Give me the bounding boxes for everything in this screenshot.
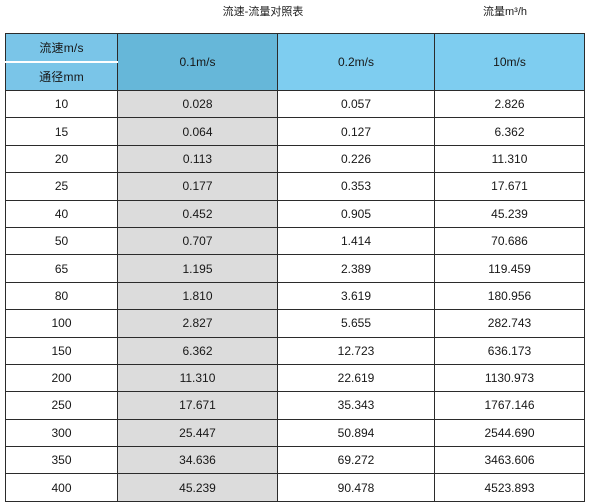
header-corner-velocity: 流速m/s — [5, 33, 118, 63]
cell-flow-2: 70.686 — [434, 226, 585, 256]
cell-flow-1: 1.414 — [277, 226, 435, 256]
table-row: 350 34.636 69.272 3463.606 — [5, 446, 585, 475]
cell-flow-0: 0.028 — [117, 89, 278, 119]
table-row: 200 11.310 22.619 1130.973 — [5, 363, 585, 393]
cell-flow-1: 90.478 — [277, 473, 435, 502]
cell-flow-2: 180.956 — [434, 281, 585, 311]
cell-diameter: 50 — [5, 226, 118, 256]
header-speed-2[interactable]: 10m/s — [434, 33, 585, 91]
cell-diameter: 80 — [5, 281, 118, 311]
header-row-top: 流速m/s 0.1m/s 0.2m/s 10m/s — [5, 33, 585, 91]
table-row: 80 1.810 3.619 180.956 — [5, 281, 585, 311]
table-row: 40 0.452 0.905 45.239 — [5, 199, 585, 228]
cell-flow-2: 1767.146 — [434, 391, 585, 420]
cell-diameter: 20 — [5, 144, 118, 174]
flow-table-body: 流速m/s 0.1m/s 0.2m/s 10m/s 通径mm — [5, 33, 585, 502]
table-row: 10 0.028 0.057 2.826 — [5, 89, 585, 119]
header-speed-1[interactable]: 0.2m/s — [277, 33, 435, 91]
cell-diameter: 100 — [5, 309, 118, 338]
header-row-bottom: 通径mm — [5, 61, 585, 91]
cell-flow-0: 0.064 — [117, 117, 278, 146]
cell-flow-2: 4523.893 — [434, 473, 585, 502]
cell-flow-2: 119.459 — [434, 254, 585, 283]
cell-flow-2: 2544.690 — [434, 418, 585, 448]
cell-flow-0: 45.239 — [117, 473, 278, 502]
cell-flow-1: 2.389 — [277, 254, 435, 283]
cell-flow-0: 11.310 — [117, 363, 278, 393]
cell-flow-0: 0.177 — [117, 172, 278, 201]
cell-flow-1: 0.905 — [277, 199, 435, 228]
cell-flow-0: 0.707 — [117, 226, 278, 256]
cell-flow-0: 34.636 — [117, 446, 278, 475]
header-speed-0[interactable]: 0.1m/s — [117, 33, 278, 91]
table-row: 150 6.362 12.723 636.173 — [5, 336, 585, 365]
caption-strip: 流速-流量对照表 流量m³/h — [0, 0, 600, 32]
cell-flow-2: 2.826 — [434, 89, 585, 119]
cell-flow-0: 2.827 — [117, 309, 278, 338]
cell-flow-1: 0.057 — [277, 89, 435, 119]
table-row: 65 1.195 2.389 119.459 — [5, 254, 585, 283]
cell-flow-2: 1130.973 — [434, 363, 585, 393]
cell-flow-0: 17.671 — [117, 391, 278, 420]
cell-diameter: 250 — [5, 391, 118, 420]
table-row: 400 45.239 90.478 4523.893 — [5, 473, 585, 502]
table-row: 300 25.447 50.894 2544.690 — [5, 418, 585, 448]
cell-diameter: 65 — [5, 254, 118, 283]
cell-flow-1: 3.619 — [277, 281, 435, 311]
cell-flow-2: 17.671 — [434, 172, 585, 201]
cell-diameter: 200 — [5, 363, 118, 393]
cell-flow-1: 35.343 — [277, 391, 435, 420]
cell-flow-2: 45.239 — [434, 199, 585, 228]
table-row: 25 0.177 0.353 17.671 — [5, 172, 585, 201]
cell-flow-1: 5.655 — [277, 309, 435, 338]
cell-diameter: 400 — [5, 473, 118, 502]
cell-flow-0: 6.362 — [117, 336, 278, 365]
header-corner-diameter-label: 通径mm — [39, 70, 84, 84]
cell-diameter: 350 — [5, 446, 118, 475]
cell-flow-1: 22.619 — [277, 363, 435, 393]
cell-flow-1: 0.226 — [277, 144, 435, 174]
cell-diameter: 25 — [5, 172, 118, 201]
table-row: 15 0.064 0.127 6.362 — [5, 117, 585, 146]
flow-unit-label: 流量m³/h — [483, 6, 527, 18]
cell-flow-2: 636.173 — [434, 336, 585, 365]
page-title: 流速-流量对照表 — [222, 6, 304, 18]
table-row: 50 0.707 1.414 70.686 — [5, 226, 585, 256]
cell-diameter: 150 — [5, 336, 118, 365]
cell-flow-2: 6.362 — [434, 117, 585, 146]
cell-flow-2: 282.743 — [434, 309, 585, 338]
cell-flow-0: 0.113 — [117, 144, 278, 174]
cell-diameter: 300 — [5, 418, 118, 448]
cell-flow-0: 1.195 — [117, 254, 278, 283]
header-speed-2-label: 10m/s — [493, 55, 526, 69]
flow-table-container: 流速m/s 0.1m/s 0.2m/s 10m/s 通径mm — [5, 33, 585, 502]
cell-flow-1: 12.723 — [277, 336, 435, 365]
cell-flow-1: 0.127 — [277, 117, 435, 146]
cell-flow-1: 0.353 — [277, 172, 435, 201]
header-corner-velocity-label: 流速m/s — [39, 41, 84, 55]
cell-diameter: 15 — [5, 117, 118, 146]
cell-diameter: 40 — [5, 199, 118, 228]
flow-rate-table: 流速m/s 0.1m/s 0.2m/s 10m/s 通径mm — [5, 33, 585, 502]
header-corner-diameter: 通径mm — [5, 61, 118, 91]
cell-flow-2: 11.310 — [434, 144, 585, 174]
cell-flow-0: 25.447 — [117, 418, 278, 448]
cell-flow-2: 3463.606 — [434, 446, 585, 475]
table-row: 100 2.827 5.655 282.743 — [5, 309, 585, 338]
header-speed-1-label: 0.2m/s — [337, 55, 374, 69]
cell-diameter: 10 — [5, 89, 118, 119]
cell-flow-1: 69.272 — [277, 446, 435, 475]
cell-flow-1: 50.894 — [277, 418, 435, 448]
header-speed-0-label: 0.1m/s — [179, 55, 216, 69]
cell-flow-0: 0.452 — [117, 199, 278, 228]
cell-flow-0: 1.810 — [117, 281, 278, 311]
table-row: 20 0.113 0.226 11.310 — [5, 144, 585, 174]
table-row: 250 17.671 35.343 1767.146 — [5, 391, 585, 420]
